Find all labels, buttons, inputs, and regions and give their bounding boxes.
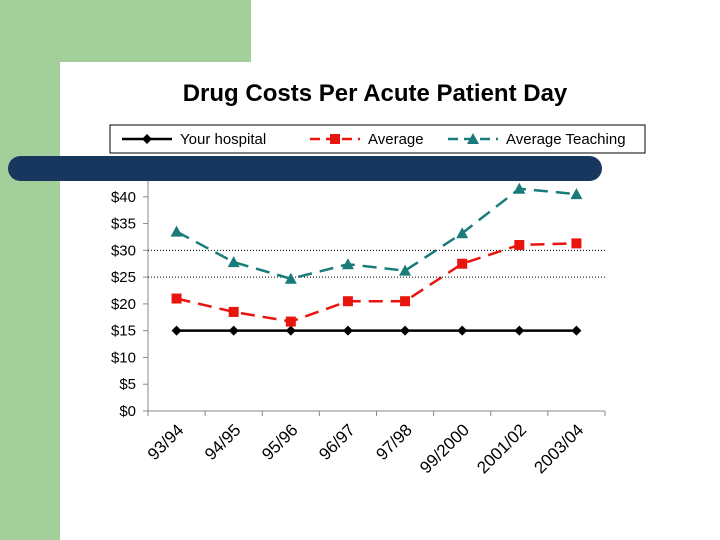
x-tick-label: 96/97 <box>315 420 359 464</box>
data-point-diamond <box>400 325 411 336</box>
series-average-teaching <box>170 182 583 284</box>
data-point-triangle <box>341 258 354 270</box>
data-point-square <box>457 258 468 269</box>
x-tick-label: 95/96 <box>258 420 302 464</box>
x-tick-label: 97/98 <box>372 420 416 464</box>
y-tick-label: $30 <box>111 242 136 259</box>
series-your-hospital <box>171 325 582 336</box>
series-average <box>171 238 582 327</box>
x-axis-ticks: 93/94 94/95 95/96 96/97 97/98 99/2000 2001/02 2… <box>144 411 606 477</box>
data-point-square <box>171 293 182 304</box>
y-tick-label: $40 <box>111 189 136 206</box>
y-tick-label: $25 <box>111 269 136 286</box>
y-tick-label: $0 <box>119 403 136 420</box>
y-tick-label: $15 <box>111 323 136 340</box>
data-point-square <box>400 296 411 307</box>
data-point-diamond <box>228 325 239 336</box>
navy-title-bar <box>8 156 602 181</box>
data-point-square <box>285 316 296 327</box>
legend-label: Average <box>368 131 424 148</box>
data-point-diamond <box>142 134 152 144</box>
data-point-diamond <box>514 325 525 336</box>
data-point-diamond <box>457 325 468 336</box>
legend-label: Your hospital <box>180 131 266 148</box>
gridlines <box>148 249 605 278</box>
data-point-diamond <box>571 325 582 336</box>
data-point-triangle <box>456 227 469 239</box>
y-axis-ticks: $0$5$10$15$20$25$30$35$40$45 <box>111 162 148 420</box>
legend: Your hospital Average Average Teaching <box>109 124 646 154</box>
data-point-triangle <box>227 256 240 268</box>
series-line <box>176 242 577 323</box>
x-tick-label: 94/95 <box>201 420 245 464</box>
y-tick-label: $10 <box>111 349 136 366</box>
data-point-triangle <box>284 272 297 284</box>
y-tick-label: $20 <box>111 296 136 313</box>
series-line <box>175 187 577 281</box>
data-point-square <box>228 306 239 317</box>
legend-box <box>109 124 646 154</box>
data-point-square <box>571 238 582 249</box>
data-point-square <box>514 239 525 250</box>
slide-title: Drug Costs Per Acute Patient Day <box>182 80 568 107</box>
x-tick-label: 2003/04 <box>530 420 587 477</box>
data-point-triangle <box>570 188 583 200</box>
data-point-diamond <box>285 325 296 336</box>
data-point-square <box>330 134 340 144</box>
data-point-diamond <box>342 325 353 336</box>
y-tick-label: $35 <box>111 216 136 233</box>
data-point-triangle <box>170 225 183 237</box>
data-point-triangle <box>467 133 479 144</box>
data-point-diamond <box>171 325 182 336</box>
x-tick-label: 99/2000 <box>416 420 473 477</box>
series-layer <box>170 182 583 336</box>
data-point-triangle <box>513 182 526 194</box>
data-point-square <box>342 296 353 307</box>
plot-area: $0$5$10$15$20$25$30$35$40$45 93/9494/959… <box>111 162 606 477</box>
y-tick-label: $5 <box>119 376 136 393</box>
legend-label: Average Teaching <box>506 131 626 148</box>
x-tick-label: 93/94 <box>144 420 188 464</box>
data-point-triangle <box>399 264 412 276</box>
x-tick-label: 2001/02 <box>473 420 530 477</box>
green-accent-left <box>0 0 60 540</box>
